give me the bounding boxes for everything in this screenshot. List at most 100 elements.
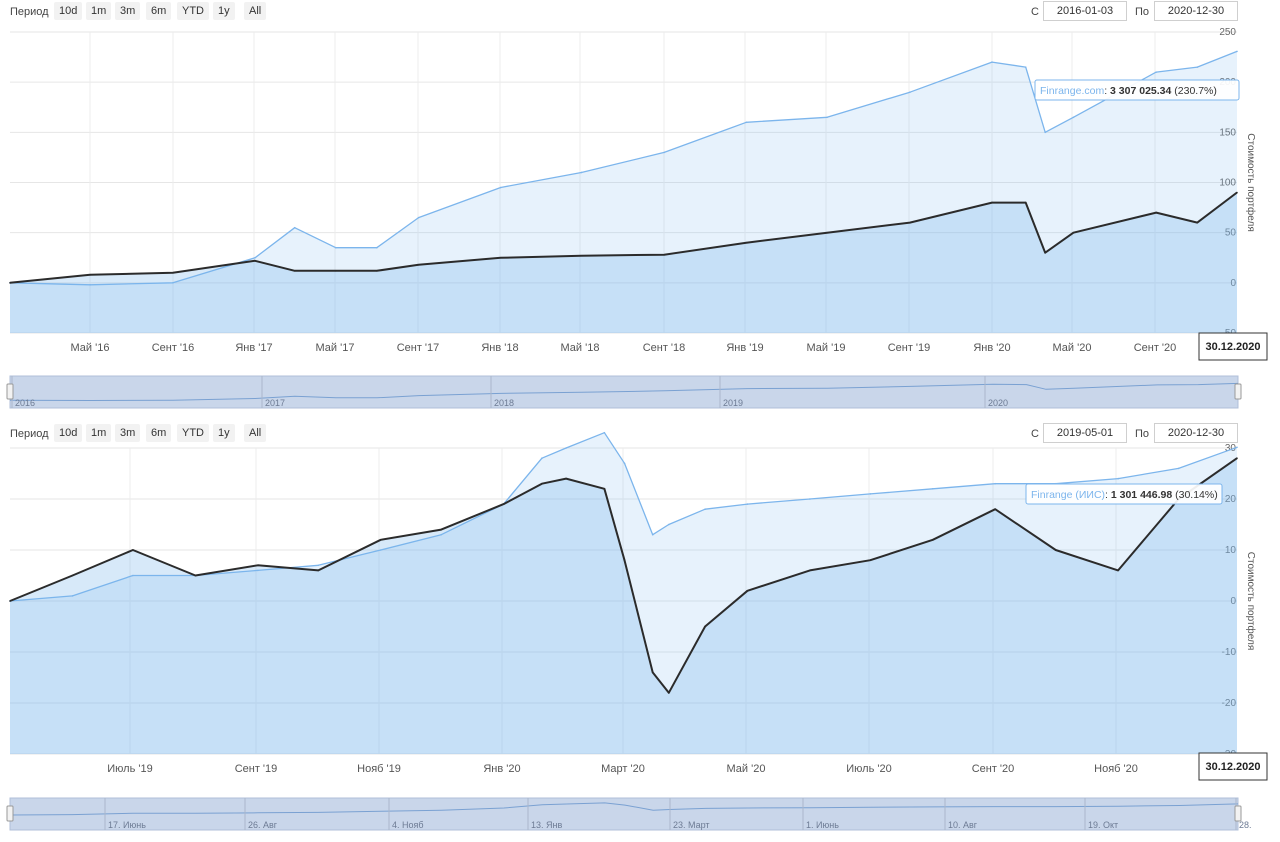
x-tick-label: Сент '20 [972, 763, 1015, 775]
x-tick-label: Май '20 [1053, 342, 1092, 354]
data-point [9, 282, 11, 284]
data-point [826, 116, 828, 119]
from-label: С [1031, 6, 1039, 18]
x-tick-label: Май '16 [71, 342, 110, 354]
navigator-selection[interactable] [9, 797, 1239, 831]
to-date-input[interactable] [1154, 423, 1238, 443]
y-tick-label: -10 [1222, 647, 1237, 658]
period-ytd-button[interactable]: YTD [177, 424, 209, 442]
series-area-1 [10, 192, 1237, 333]
data-point [89, 284, 91, 286]
period-10d-button[interactable]: 10d [54, 424, 83, 442]
data-point [1044, 131, 1046, 134]
period-3m-button[interactable]: 3m [115, 424, 141, 442]
data-point [1024, 66, 1027, 68]
data-point [704, 508, 706, 510]
x-tick-label: Янв '19 [726, 342, 763, 354]
period-10d-button[interactable]: 10d [54, 2, 83, 20]
data-point [1177, 467, 1180, 470]
series-area-1 [10, 458, 1237, 754]
period-ytd-button[interactable]: YTD [177, 2, 209, 20]
x-tick-label: Сент '17 [397, 342, 440, 354]
data-point [1196, 221, 1199, 224]
data-point [541, 457, 543, 459]
period-all-button[interactable]: All [244, 424, 267, 442]
period-1y-button[interactable]: 1y [213, 424, 235, 442]
navigator-series [9, 802, 1239, 816]
x-tick-label: Май '19 [807, 342, 846, 354]
from-date-input[interactable] [1043, 423, 1127, 443]
end-date-label: 30.12.2020 [1205, 761, 1260, 773]
to-label: По [1135, 428, 1150, 440]
navigator-handle-right[interactable] [1234, 383, 1242, 400]
period-6m-button[interactable]: 6m [146, 2, 172, 20]
data-point [172, 282, 174, 284]
y-axis-title: Стоимость портфеля [1245, 552, 1257, 650]
x-tick-label: Май '17 [316, 342, 355, 354]
tooltip-text: Finrange.com: 3 307 025.34 (230.7%) [1040, 85, 1217, 97]
data-point [663, 253, 666, 256]
data-point [565, 477, 567, 480]
tooltip-text: Finrange (ИИС): 1 301 446.98 (30.14%) [1031, 489, 1218, 501]
data-point [293, 226, 296, 229]
y-tick-label: 250 [1219, 27, 1236, 38]
data-point [826, 231, 828, 234]
data-point [869, 493, 872, 495]
data-point [746, 503, 749, 505]
data-point [317, 564, 320, 567]
y-tick-label: -20 [1222, 698, 1237, 709]
data-point [1117, 569, 1119, 572]
from-date-input[interactable] [1043, 1, 1127, 21]
data-point [440, 533, 442, 536]
period-1m-button[interactable]: 1m [86, 2, 112, 20]
data-point [502, 503, 505, 505]
series-tooltip: Finrange (ИИС): 1 301 446.98 (30.14%) [1025, 483, 1223, 505]
data-point [376, 246, 378, 249]
navigator[interactable]: 17. Июнь 26. Авг 4. Нояб 13. Янв 23. Март 1. … [6, 797, 1252, 831]
data-point [1236, 446, 1238, 449]
data-point [809, 498, 811, 500]
grid [10, 31, 1237, 334]
data-point [132, 549, 134, 551]
data-point [623, 559, 626, 561]
period-all-button[interactable]: All [244, 2, 267, 20]
data-point [869, 559, 872, 561]
x-tick-label: Июль '20 [846, 763, 891, 775]
x-tick-label: Сент '16 [152, 342, 195, 354]
y-tick-label: 0 [1230, 278, 1236, 289]
tooltip-box [1034, 79, 1240, 101]
data-point [651, 533, 654, 536]
period-6m-button[interactable]: 6m [146, 424, 172, 442]
data-point [994, 482, 997, 485]
navigator-handle-left[interactable] [6, 805, 14, 822]
to-date-input[interactable] [1154, 1, 1238, 21]
navigator-label: 17. Июнь [108, 820, 146, 830]
data-point [254, 259, 256, 262]
chart-panel-1: Период 10d 1m 3m 6m YTD 1y All С По -500… [0, 0, 1280, 420]
data-point [172, 272, 174, 274]
data-point [603, 488, 606, 490]
period-1m-button[interactable]: 1m [86, 424, 112, 442]
y-tick-label: 150 [1219, 127, 1236, 138]
period-1y-button[interactable]: 1y [213, 2, 235, 20]
data-point [745, 121, 748, 124]
end-date-badge: 30.12.2020 [1198, 332, 1268, 361]
end-date-box [1198, 332, 1268, 361]
navigator[interactable]: 2016 2017 2018 2019 2020 [6, 375, 1242, 409]
navigator-label: 2016 [15, 398, 35, 408]
data-point [71, 574, 74, 577]
data-point [1117, 477, 1119, 480]
period-3m-button[interactable]: 3m [115, 2, 141, 20]
navigator-handle-left[interactable] [6, 383, 14, 400]
data-point [334, 269, 337, 272]
data-point [194, 574, 197, 577]
x-tick-label: Июль '19 [107, 763, 152, 775]
data-point [1155, 211, 1158, 214]
series-area-0 [10, 51, 1237, 334]
data-point [651, 671, 654, 674]
x-tick-label: Нояб '20 [1094, 763, 1138, 775]
navigator-handle-right[interactable] [1234, 805, 1242, 822]
data-point [931, 539, 934, 541]
navigator-label: 19. Окт [1088, 820, 1118, 830]
data-point [909, 221, 911, 224]
